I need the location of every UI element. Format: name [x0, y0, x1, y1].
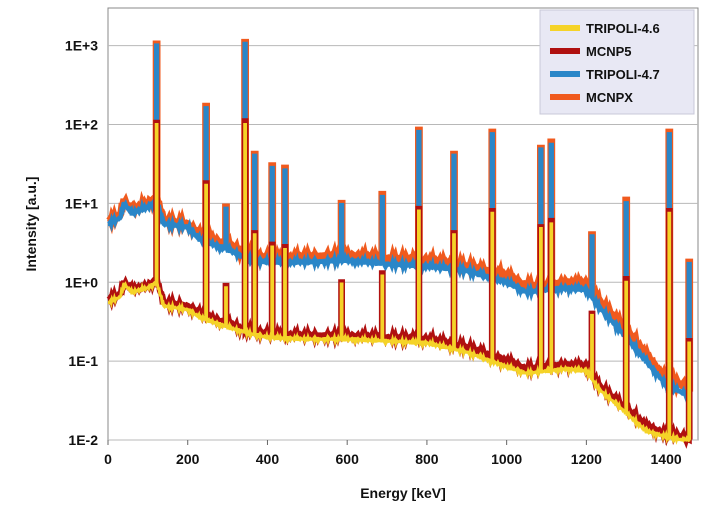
x-tick-label: 600 [336, 451, 360, 467]
x-tick-label: 1000 [491, 451, 522, 467]
x-axis-title: Energy [keV] [360, 485, 446, 501]
y-tick-label: 1E+0 [65, 274, 98, 290]
legend-label: MCNP5 [586, 44, 632, 59]
series-layer [106, 38, 694, 449]
x-tick-label: 400 [256, 451, 280, 467]
tick-labels: 1E-2 1E-1 1E+0 1E+1 1E+2 1E+3 0 200 400 600 800 100… [65, 38, 682, 467]
x-tick-label: 0 [104, 451, 112, 467]
x-tick-label: 800 [415, 451, 439, 467]
x-tick-label: 1400 [651, 451, 682, 467]
x-tick-label: 200 [176, 451, 200, 467]
y-axis-title: Intensity [a.u.] [23, 177, 39, 272]
legend: TRIPOLI-4.6 MCNP5 TRIPOLI-4.7 MCNPX [539, 9, 695, 115]
y-tick-label: 1E+3 [65, 38, 98, 54]
x-tick-label: 1200 [571, 451, 602, 467]
y-tick-label: 1E+2 [65, 117, 98, 133]
y-tick-label: 1E+1 [65, 195, 98, 211]
y-tick-label: 1E-1 [68, 353, 98, 369]
legend-label: TRIPOLI-4.7 [586, 67, 660, 82]
legend-label: MCNPX [586, 90, 633, 105]
series-line-tripoli-4-6 [107, 123, 692, 445]
legend-label: TRIPOLI-4.6 [586, 21, 660, 36]
y-tick-label: 1E-2 [68, 432, 98, 448]
